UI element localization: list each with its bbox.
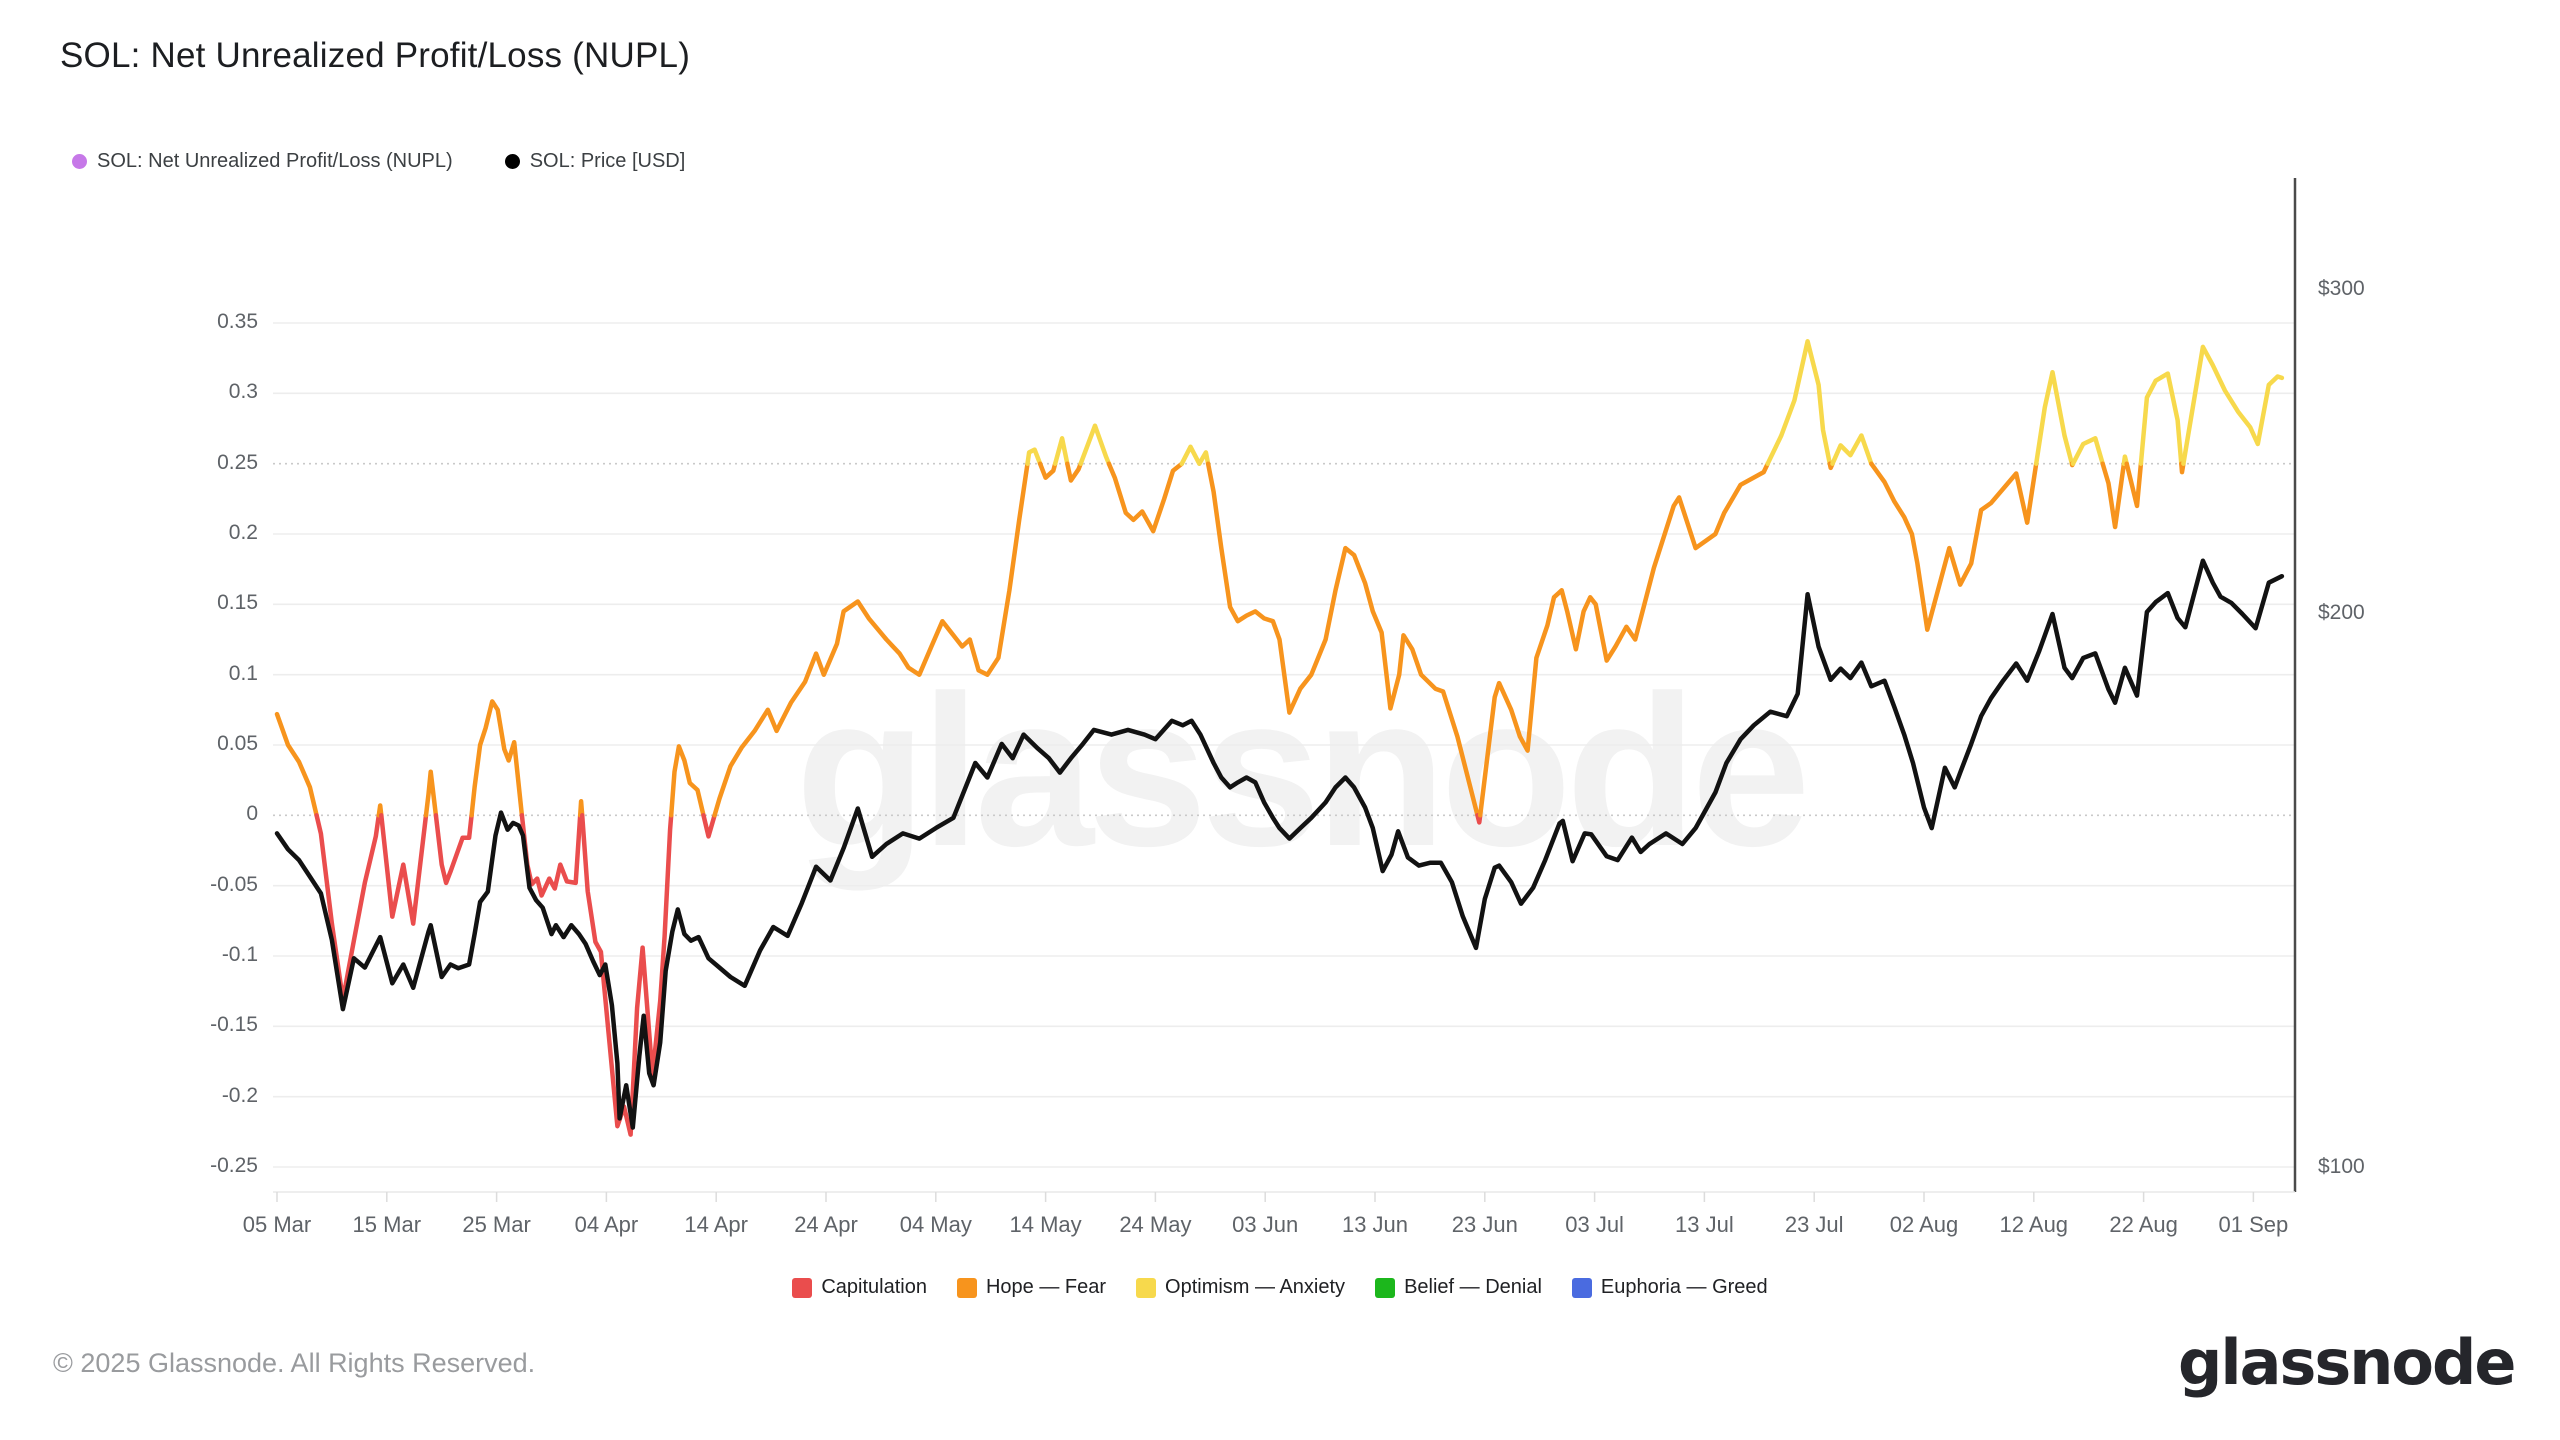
x-axis-tick-label: 01 Sep (2218, 1212, 2289, 1237)
x-axis-tick-label: 23 Jul (1784, 1212, 1844, 1237)
zone-label-capitulation: Capitulation (821, 1276, 927, 1298)
series-legend: SOL: Net Unrealized Profit/Loss (NUPL) S… (72, 150, 685, 173)
nupl-line-segment (1179, 444, 1211, 466)
left-axis-tick-label: 0 (246, 802, 258, 826)
left-axis-tick-label: 0.3 (228, 380, 258, 404)
x-axis-tick-label: 24 May (1119, 1212, 1192, 1237)
nupl-line-segment (1765, 339, 1833, 466)
zone-label-optimism-anxiety: Optimism — Anxiety (1165, 1276, 1346, 1298)
nupl-line-segment (433, 813, 474, 886)
nupl-line-segment (1025, 447, 1043, 466)
nupl-line-segment (314, 813, 382, 1002)
left-axis-tick-label: 0.05 (217, 732, 258, 755)
x-axis-tick-label: 04 Apr (574, 1212, 639, 1237)
x-axis-tick-label: 22 Aug (2109, 1212, 2178, 1237)
legend-swatch-belief-denial (1375, 1277, 1396, 1298)
price-series-dot-icon (504, 154, 520, 169)
left-axis-tick-label: -0.25 (210, 1154, 258, 1177)
x-axis-tick-label: 15 Mar (352, 1212, 422, 1237)
left-axis-tick-label: 0.15 (217, 591, 258, 615)
x-axis-tick-label: 25 Mar (462, 1212, 531, 1237)
nupl-line-segment (668, 744, 706, 818)
x-axis-tick-label: 03 Jul (1565, 1212, 1624, 1237)
nupl-line-segment (2100, 461, 2127, 530)
nupl-line-segment (1052, 436, 1070, 466)
zone-item-capitulation[interactable]: Capitulation (792, 1276, 927, 1299)
x-axis-tick-label: 24 Apr (794, 1212, 858, 1237)
legend-swatch-capitulation (792, 1277, 813, 1298)
page-title: SOL: Net Unrealized Profit/Loss (NUPL) (60, 36, 691, 75)
nupl-series-dot-icon (72, 154, 87, 169)
glassnode-logo: glassnode (2178, 1326, 2516, 1399)
nupl-line-segment (1065, 461, 1083, 483)
nupl-line-segment (712, 461, 1030, 818)
nupl-line-segment (2033, 369, 2075, 466)
nupl-line-segment (2138, 371, 2184, 466)
nupl-line-segment (1830, 433, 1874, 466)
legend-swatch-optimism-anxiety (1136, 1277, 1157, 1298)
x-axis-tick-label: 05 Mar (242, 1212, 312, 1237)
nupl-line-segment (2070, 436, 2105, 466)
zone-item-euphoria-greed[interactable]: Euphoria — Greed (1571, 1276, 1768, 1299)
legend-item-nupl-label: SOL: Net Unrealized Profit/Loss (NUPL) (97, 150, 453, 172)
zone-label-belief-denial: Belief — Denial (1404, 1276, 1542, 1298)
left-axis-tick-label: 0.1 (228, 661, 258, 685)
nupl-line-segment (1205, 461, 1480, 818)
legend-item-nupl[interactable]: SOL: Net Unrealized Profit/Loss (NUPL) (72, 150, 453, 173)
chart-canvas[interactable]: glassnode (0, 0, 2560, 1260)
zone-label-hope-fear: Hope — Fear (985, 1276, 1107, 1298)
nupl-line-segment (1475, 813, 1483, 825)
nupl-line-segment (1106, 461, 1185, 534)
nupl-line-segment (2179, 461, 2186, 475)
right-axis-tick-label: $300 (2318, 277, 2365, 300)
x-axis-tick-label: 04 May (899, 1212, 972, 1237)
x-axis-tick-label: 03 Jun (1232, 1212, 1299, 1237)
right-axis-tick-label: $100 (2318, 1155, 2365, 1178)
nupl-line-segment (274, 711, 319, 818)
legend-swatch-euphoria-greed (1571, 1277, 1592, 1298)
zone-item-hope-fear[interactable]: Hope — Fear (956, 1276, 1107, 1299)
nupl-line-segment (1869, 461, 2039, 632)
nupl-line-segment (579, 813, 674, 1137)
x-axis-tick-label: 23 Jun (1451, 1212, 1518, 1237)
left-axis-tick-label: -0.05 (210, 872, 258, 896)
nupl-line-segment (1037, 461, 1058, 480)
legend-swatch-hope-fear (956, 1277, 977, 1298)
nupl-line-segment (1477, 461, 1770, 818)
zone-item-optimism-anxiety[interactable]: Optimism — Anxiety (1136, 1276, 1345, 1299)
zone-item-belief-denial[interactable]: Belief — Denial (1375, 1276, 1542, 1299)
nupl-line-segment (701, 813, 717, 839)
x-axis-tick-label: 14 May (1009, 1212, 1082, 1237)
nupl-line-segment (469, 699, 525, 818)
legend-item-price[interactable]: SOL: Price [USD] (504, 150, 686, 173)
zone-legend: Capitulation Hope — Fear Optimism — Anxi… (0, 1276, 2560, 1299)
left-axis-tick-label: -0.2 (221, 1083, 258, 1107)
x-axis-tick-label: 02 Aug (1889, 1212, 1959, 1237)
left-axis-tick-label: -0.15 (210, 1013, 258, 1037)
x-axis-tick-label: 14 Apr (684, 1212, 748, 1237)
nupl-line-segment (1078, 423, 1112, 466)
zone-label-euphoria-greed: Euphoria — Greed (1600, 1276, 1768, 1298)
legend-item-price-label: SOL: Price [USD] (529, 150, 686, 172)
left-axis-tick-label: -0.1 (221, 943, 258, 966)
right-axis-tick-label: $200 (2318, 601, 2365, 625)
copyright-text: © 2025 Glassnode. All Rights Reserved. (53, 1348, 536, 1378)
x-axis-tick-label: 12 Aug (1999, 1212, 2069, 1237)
nupl-line-segment (379, 813, 429, 926)
x-axis-tick-label: 13 Jun (1341, 1212, 1409, 1237)
nupl-line-segment (2124, 461, 2144, 509)
nupl-line-segment (423, 769, 439, 818)
nupl-chart-plot[interactable]: glassnode 0.35 0.3 0.25 0.2 0.15 0.1 0.05 0 -0.0… (0, 0, 2560, 1260)
nupl-line-segment (2121, 454, 2129, 466)
left-axis-tick-label: 0.35 (217, 310, 258, 333)
nupl-line-segment (376, 803, 384, 818)
x-axis-tick-label: 13 Jul (1675, 1212, 1734, 1237)
nupl-line-segment (577, 799, 585, 818)
price-line (274, 558, 2285, 1130)
left-axis-tick-label: 0.25 (217, 450, 258, 474)
nupl-line-segment (2181, 344, 2285, 466)
left-axis-tick-label: 0.2 (228, 521, 258, 544)
